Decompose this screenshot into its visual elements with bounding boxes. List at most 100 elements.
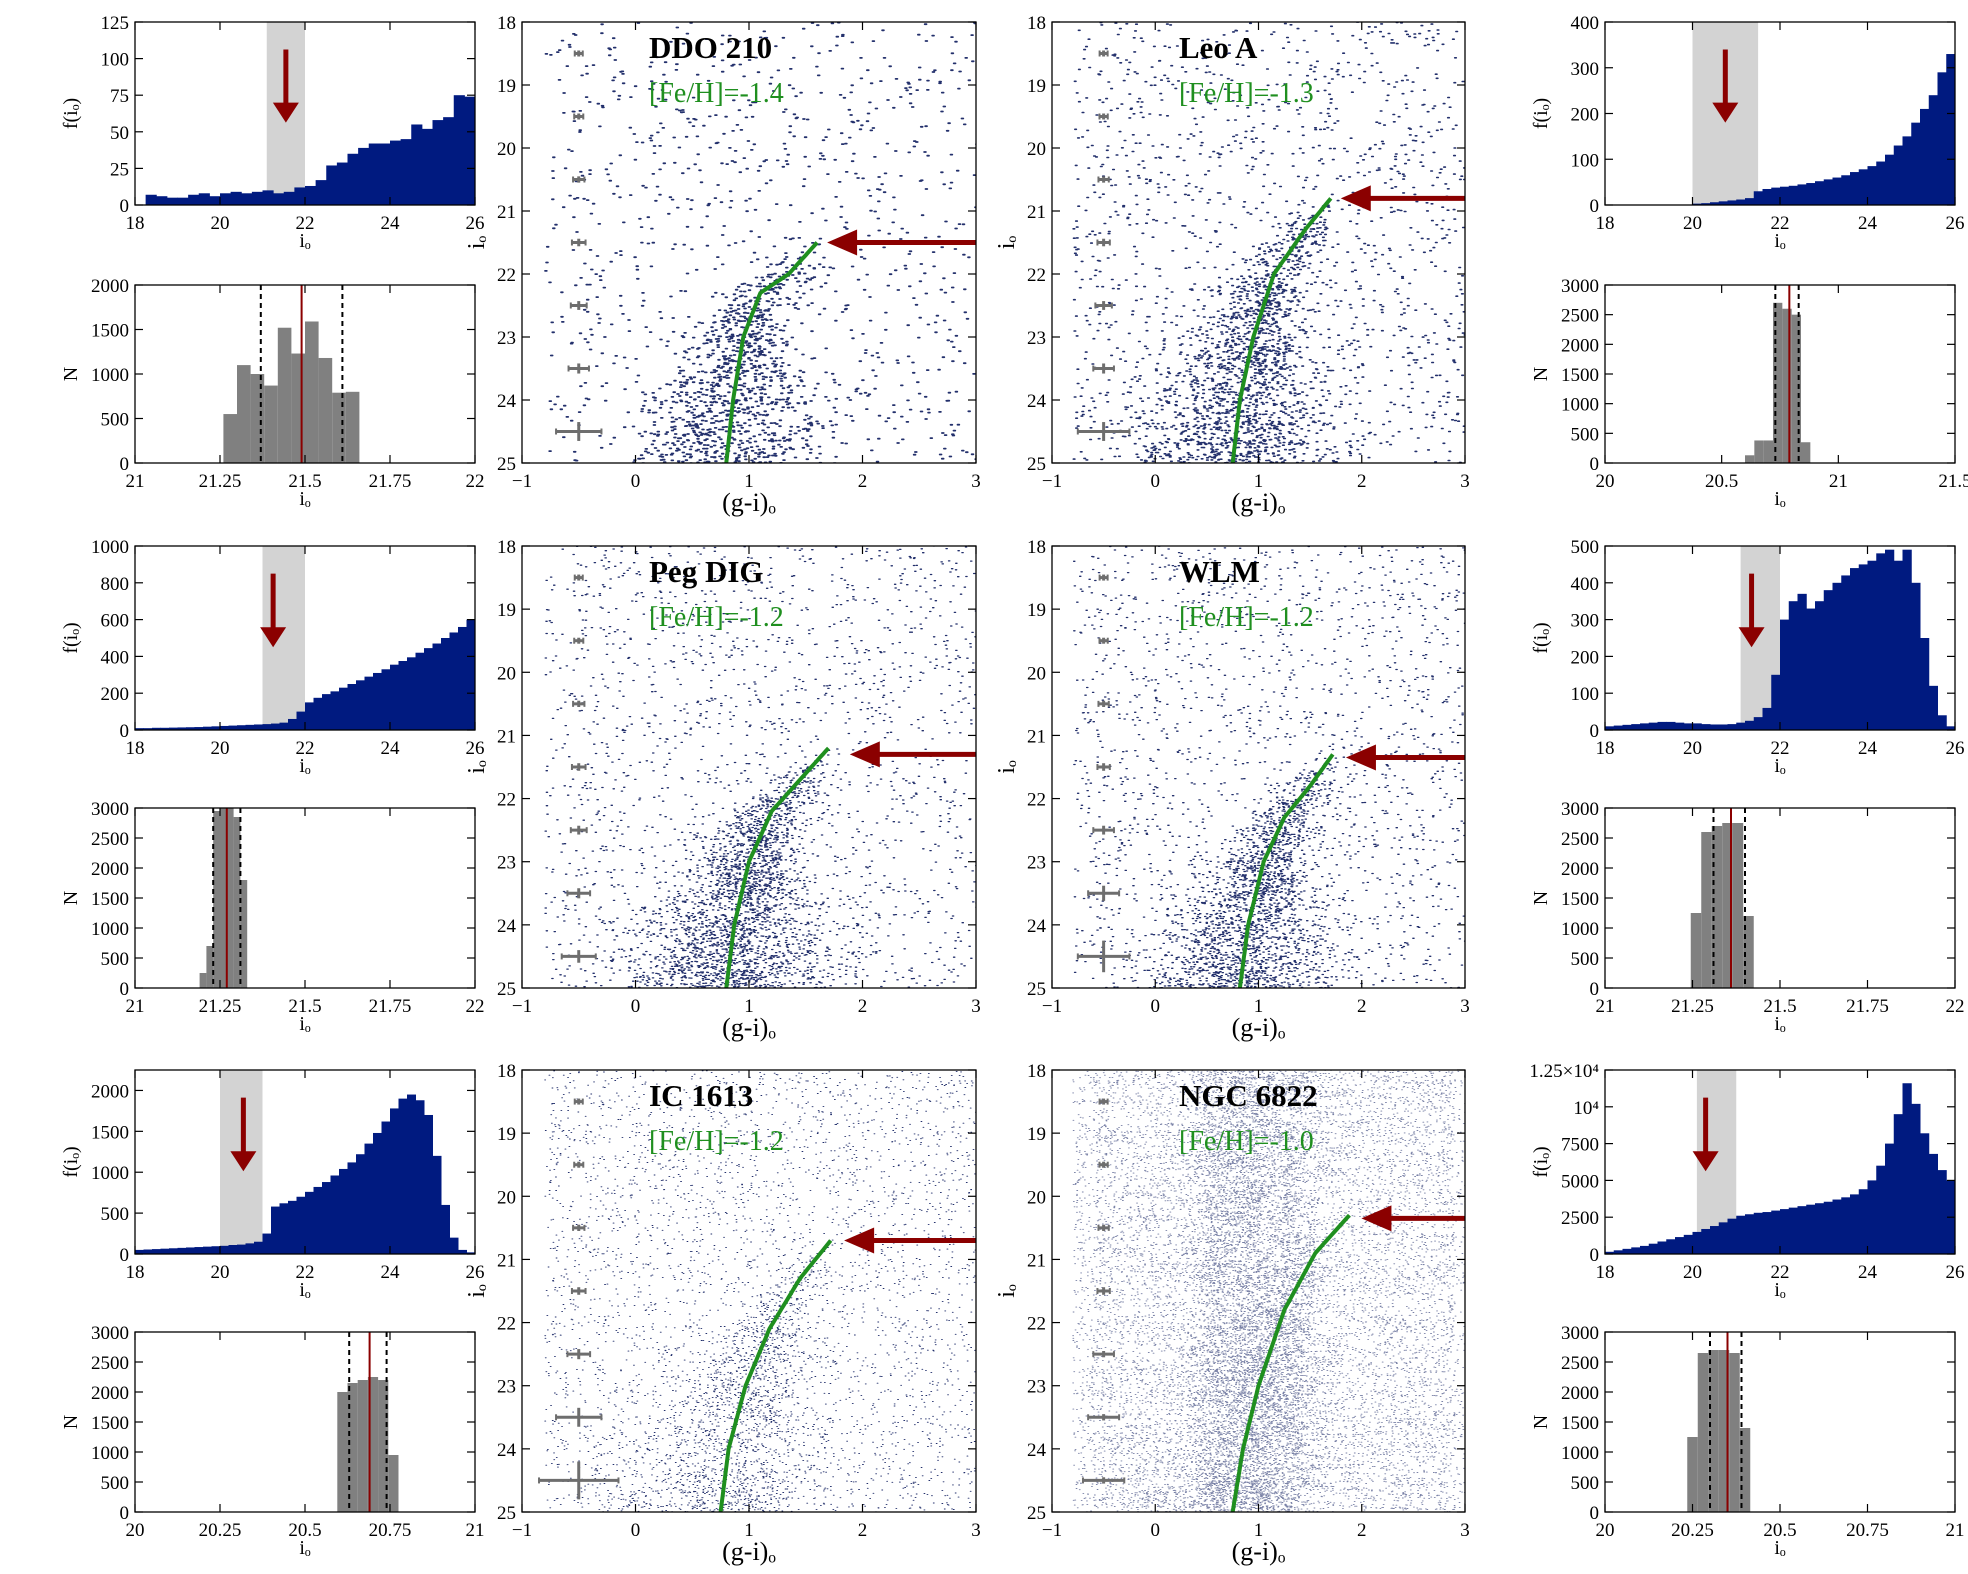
histogram-bar [484, 601, 493, 730]
histogram-bar [1885, 154, 1895, 205]
y-tick-label: 2500 [1561, 1208, 1599, 1229]
histogram-bar [1858, 169, 1868, 205]
histogram-bar [156, 196, 168, 205]
bootstrap-bar [1773, 302, 1783, 463]
plot-area [1605, 1070, 1955, 1254]
histogram-bar [254, 724, 263, 730]
histogram-bar [1797, 1206, 1807, 1254]
y-tick-label: 500 [101, 410, 130, 431]
metallicity-label: [Fe/H]=-1.2 [1179, 602, 1314, 633]
panel-cmd-leo-a: Leo A[Fe/H]=-1.3−1 0 1 2 31819202122232425(g… [994, 13, 1470, 517]
y-tick-label: 20 [497, 1187, 516, 1208]
histogram-bar [1718, 1222, 1728, 1254]
y-tick-label: 19 [497, 1124, 516, 1145]
histogram-bar [203, 726, 212, 730]
histogram-bar [198, 193, 210, 205]
bootstrap-bar [1701, 832, 1712, 988]
x-axis-label: iₒ [299, 230, 311, 252]
y-tick-label: 0 [1590, 1245, 1600, 1266]
y-tick-label: 500 [1571, 949, 1600, 970]
x-tick-label: −1 [1042, 996, 1062, 1017]
histogram-bar [398, 1098, 408, 1254]
histogram-bar [135, 1249, 144, 1254]
y-tick-label: 0 [1590, 1503, 1600, 1524]
histogram-bar [373, 1132, 382, 1254]
plot-area [544, 22, 976, 463]
histogram-bar [432, 1155, 442, 1254]
galaxy-name: Peg DIG [649, 554, 764, 589]
histogram-bar [390, 1108, 399, 1254]
y-tick-label: 20 [497, 663, 516, 684]
histogram-bar [421, 128, 433, 205]
histogram-bar [211, 726, 221, 730]
bootstrap-bar [305, 321, 319, 463]
histogram-bar [441, 1204, 450, 1254]
y-tick-label: 2500 [91, 1353, 129, 1374]
y-tick-label: 20 [1027, 139, 1046, 160]
axes-frame [1051, 1069, 1466, 1513]
panel-luminosity-function-peg-dig: 18 20 22 24 26 0 200 400 600 800 1000 iₒ f(iₒ) [60, 537, 493, 777]
x-tick-label: 18 [1596, 1262, 1615, 1283]
histogram-bar [415, 652, 425, 730]
x-tick-label: 3 [971, 471, 981, 492]
bootstrap-bar [337, 1392, 348, 1512]
bootstrap-bar [318, 357, 333, 463]
axes-frame [1604, 21, 1956, 206]
histogram-bar [194, 1247, 204, 1254]
histogram-bar [407, 657, 416, 730]
y-tick-label: 24 [1027, 391, 1047, 412]
panel-bootstrap-tip-ngc-6822: 20 20.25 20.5 20.75 21 0 500 1000 1500 2000 2500 30… [1530, 1323, 1965, 1559]
histogram-bar [1893, 1114, 1903, 1254]
histogram-bar [152, 1249, 161, 1254]
y-tick-label: 100 [1571, 150, 1600, 171]
y-tick-label: 100 [1571, 684, 1600, 705]
x-tick-label: 18 [126, 1262, 145, 1283]
y-tick-label: 24 [1027, 916, 1047, 937]
x-tick-label: 2 [858, 1520, 868, 1541]
histogram-bar [1605, 1251, 1615, 1254]
y-tick-label: 23 [1027, 853, 1046, 874]
histogram-bar [1850, 568, 1860, 730]
x-tick-label: 21 [126, 996, 145, 1017]
y-tick-label: 500 [101, 1473, 130, 1494]
histogram-bar [466, 1252, 475, 1254]
histogram-bar [1911, 582, 1921, 730]
y-tick-label: 24 [497, 916, 517, 937]
histogram-bar [379, 143, 391, 205]
histogram-bar [1631, 724, 1641, 730]
x-tick-label: 3 [1460, 471, 1470, 492]
histogram-bar [1815, 181, 1825, 205]
x-axis-label: (g-i)ₒ [1232, 1537, 1286, 1566]
histogram-bar [356, 680, 365, 730]
y-tick-label: 125 [101, 13, 130, 34]
histogram-bar [1692, 723, 1702, 730]
histogram-bar [443, 117, 455, 205]
y-tick-label: 1500 [91, 889, 129, 910]
histogram-bar [262, 724, 272, 730]
y-tick-label: 1000 [91, 537, 129, 558]
x-tick-label: 1 [744, 1520, 754, 1541]
histogram-bar [1683, 1234, 1693, 1254]
y-tick-label: 500 [1571, 424, 1600, 445]
histogram-bar [1920, 1133, 1930, 1254]
axes-frame [134, 1069, 476, 1255]
bootstrap-bar [1697, 1353, 1709, 1512]
histogram-bar [1797, 184, 1807, 205]
y-tick-label: 1000 [91, 919, 129, 940]
x-tick-label: 21 [1596, 996, 1615, 1017]
y-tick-label: 25 [497, 979, 516, 1000]
histogram-bar [1806, 1204, 1816, 1254]
histogram-bar [1867, 1180, 1877, 1254]
histogram-bar [458, 1249, 467, 1254]
x-tick-label: 21 [466, 1520, 485, 1541]
histogram-bar [296, 711, 306, 730]
histogram-bar [528, 79, 539, 205]
axes-frame [1604, 1069, 1956, 1255]
x-tick-label: 18 [126, 738, 145, 759]
bootstrap-bar [332, 392, 346, 463]
histogram-bar [169, 727, 178, 730]
y-tick-label: 2000 [91, 859, 129, 880]
y-tick-label: 0 [1590, 454, 1600, 475]
y-tick-label: 22 [497, 265, 516, 286]
histogram-bar [1893, 145, 1903, 205]
